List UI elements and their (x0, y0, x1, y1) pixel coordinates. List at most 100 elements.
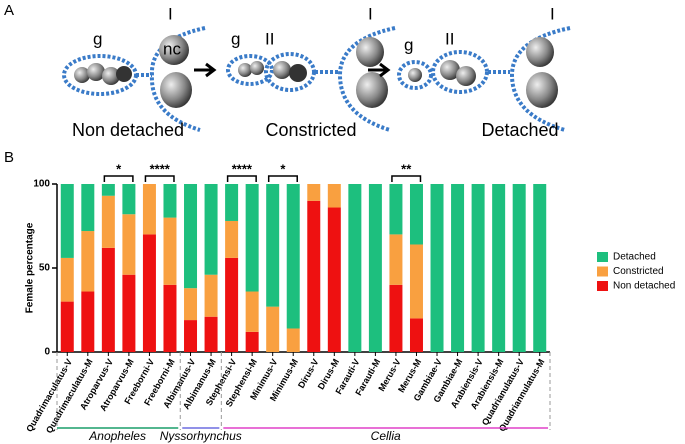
legend-label: Detached (613, 252, 656, 263)
bar-segment (368, 184, 382, 352)
bar-segment (266, 184, 280, 307)
cell (238, 63, 252, 77)
bar-segment (430, 184, 444, 352)
y-axis-label: Female percentage (25, 222, 36, 313)
plot: 050100Quadrimaculatus-VQuadrimaculatus-M… (24, 161, 675, 443)
cell (87, 63, 105, 81)
label: nc (163, 39, 181, 58)
significance-label: * (116, 161, 122, 176)
bar-segment (204, 274, 218, 317)
arrow (194, 62, 217, 78)
bar-segment (225, 257, 239, 352)
bar-segment (142, 184, 156, 235)
bar-segment (512, 184, 526, 352)
legend-label: Non detached (613, 281, 675, 292)
bar-segment (81, 231, 95, 292)
label: g (404, 35, 413, 54)
caption: Constricted (265, 120, 356, 140)
cell (273, 61, 291, 79)
bar-segment (225, 184, 239, 221)
legend-swatch (597, 266, 608, 277)
bar-segment (204, 316, 218, 352)
bar-segment (60, 184, 74, 258)
significance-bracket (391, 175, 422, 182)
significance-bracket (267, 175, 298, 182)
nurse-cell (526, 37, 554, 67)
bar-segment (101, 184, 115, 196)
group-label: Anopheles (88, 429, 146, 443)
follicle (337, 26, 396, 132)
bar-segment (286, 184, 300, 329)
label: I (368, 4, 373, 23)
bar-segment (245, 291, 259, 332)
bar-segment (348, 184, 362, 352)
cell (440, 60, 460, 80)
y-tick-label: 0 (44, 347, 50, 358)
bar-segment (327, 207, 341, 352)
group-label: Cellia (371, 429, 401, 443)
group-label: Nyssorhynchus (160, 429, 242, 443)
bar-segment (409, 244, 423, 319)
bar-segment (101, 247, 115, 352)
legend-swatch (597, 252, 608, 262)
bar-segment (266, 306, 280, 352)
bar-segment (409, 184, 423, 245)
bar-segment (101, 195, 115, 248)
bar-segment (307, 184, 321, 201)
bar-segment (533, 184, 547, 352)
bar-segment (327, 184, 341, 208)
nurse-cell (526, 72, 558, 108)
bar-segment (245, 184, 259, 292)
nurse-cell (356, 72, 388, 108)
nurse-cell (356, 37, 384, 67)
bar-segment (225, 220, 239, 258)
bar-segment (492, 184, 506, 352)
caption: Non detached (72, 120, 184, 140)
legend-swatch (597, 281, 608, 291)
bar-segment (184, 320, 198, 352)
bar-segment (60, 257, 74, 302)
bar-segment (122, 274, 136, 352)
label: II (445, 29, 454, 48)
bar-segment (389, 234, 403, 285)
significance-label: **** (150, 161, 171, 176)
label: g (93, 29, 102, 48)
diagram: A g I nc (4, 2, 571, 166)
germarium (397, 60, 433, 90)
panel-label: B (4, 149, 14, 166)
caption: Detached (481, 120, 558, 140)
bar-segment (163, 217, 177, 285)
cell (116, 66, 132, 82)
y-tick-label: 50 (39, 263, 51, 274)
label: I (168, 4, 173, 23)
bar-segment (389, 184, 403, 235)
bar-segment (184, 288, 198, 321)
label: g (231, 29, 240, 48)
significance-label: * (280, 161, 286, 176)
y-tick-label: 100 (33, 179, 50, 190)
germarium (226, 54, 274, 86)
panel-label: A (4, 2, 14, 19)
significance-label: ** (401, 161, 412, 176)
bar-segment (81, 291, 95, 352)
nurse-cell (159, 35, 189, 65)
bar-segment (184, 184, 198, 289)
significance-label: **** (232, 161, 253, 176)
cell (74, 67, 90, 83)
cell (408, 68, 422, 82)
bar-segment (286, 328, 300, 352)
bar-segment (163, 284, 177, 352)
bar-segment (122, 214, 136, 275)
label: II (265, 29, 274, 48)
egg-chamber (431, 50, 489, 94)
bar-segment (142, 234, 156, 352)
significance-bracket (144, 175, 175, 182)
egg-chamber (264, 52, 316, 92)
bar-segment (245, 331, 259, 352)
legend-label: Constricted (613, 266, 664, 277)
cell (250, 61, 264, 75)
label: I (550, 4, 555, 23)
bar-segment (307, 200, 321, 352)
bar-segment (204, 184, 218, 275)
